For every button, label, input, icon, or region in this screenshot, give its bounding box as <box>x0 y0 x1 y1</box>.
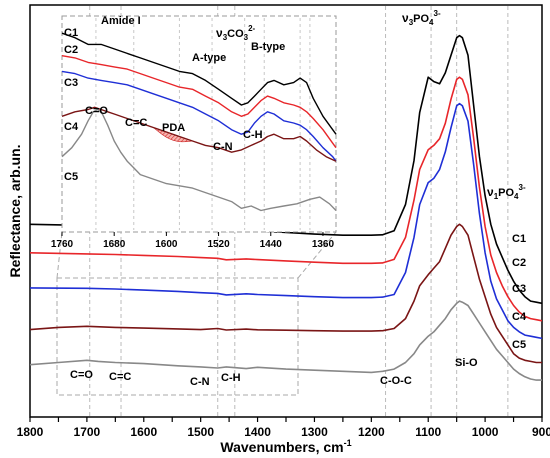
inset-tick-label-1760: 1760 <box>51 239 74 250</box>
inset-c-eq-o-label: C=O <box>85 105 108 117</box>
inset-series-c1 <box>61 32 337 135</box>
main-tick-label-1800: 1800 <box>17 425 44 439</box>
inset-c-h-label: C-H <box>243 129 263 141</box>
main-tick-label-1700: 1700 <box>74 425 101 439</box>
inset-c4-label: C4 <box>64 121 79 133</box>
main-series-c4 <box>29 223 542 364</box>
inset-c1-label: C1 <box>64 27 78 39</box>
inset-c3-label: C3 <box>64 77 78 89</box>
c-o-c-label: C-O-C <box>380 375 412 387</box>
inset-series-c5 <box>61 108 337 212</box>
b-type-label: B-type <box>251 41 285 53</box>
inset-tick-label-1680: 1680 <box>103 239 126 250</box>
x-axis-title: Wavenumbers, cm-1 <box>220 438 351 455</box>
main-c-eq-c-label: C=C <box>109 371 131 383</box>
inset-tick-label-1600: 1600 <box>155 239 178 250</box>
inset-series-c4 <box>61 106 337 162</box>
pda-label: PDA <box>162 122 185 134</box>
main-series-group <box>29 34 543 381</box>
main-series-c5 <box>29 300 542 381</box>
main-c1-label: C1 <box>512 233 526 245</box>
inset-tick-label-1440: 1440 <box>260 239 283 250</box>
main-series-c2 <box>29 76 543 322</box>
main-series-c3 <box>29 102 543 340</box>
main-tick-label-900: 900 <box>532 425 550 439</box>
nu3-co3-label: ν3CO32- <box>216 24 256 42</box>
main-tick-label-1400: 1400 <box>244 425 271 439</box>
inset-x-ticks: 1760 1680 1600 1520 1440 1360 <box>51 232 335 250</box>
main-c2-label: C2 <box>512 257 526 269</box>
main-c-h-label: C-H <box>221 372 241 384</box>
main-tick-label-1100: 1100 <box>415 425 441 439</box>
main-c3-label: C3 <box>512 283 526 295</box>
main-c-eq-o-label: C=O <box>70 369 93 381</box>
zoom-guide-lines <box>56 231 337 396</box>
main-tick-label-1500: 1500 <box>187 425 214 439</box>
inset-tick-label-1520: 1520 <box>207 239 230 250</box>
zoom-region-box <box>56 277 299 396</box>
main-tick-label-1000: 1000 <box>472 425 499 439</box>
inset-series-c2 <box>61 55 337 149</box>
inset-c-eq-c-label: C=C <box>125 117 147 129</box>
main-tick-label-1300: 1300 <box>301 425 328 439</box>
main-c-n-label: C-N <box>190 376 210 388</box>
main-tick-label-1600: 1600 <box>130 425 157 439</box>
inset-c5-label: C5 <box>64 171 78 183</box>
main-c5-label: C5 <box>512 339 526 351</box>
x-axis-title-superscript: -1 <box>344 438 352 448</box>
zoom-guide-right <box>297 231 337 279</box>
inset-c2-label: C2 <box>64 44 78 56</box>
main-c4-label: C4 <box>512 311 527 323</box>
inset-panel: 1760 1680 1600 1520 1440 1360 C1 C2 C3 C4 C5 … <box>51 15 337 250</box>
y-axis-title: Reflectance, arb.un. <box>7 144 23 277</box>
inset-series-c3 <box>61 70 337 162</box>
main-tick-label-1200: 1200 <box>358 425 385 439</box>
nu3-po4-label: ν3PO43- <box>402 9 441 27</box>
inset-series-group <box>61 32 337 212</box>
inset-tick-label-1360: 1360 <box>312 239 335 250</box>
si-o-label: Si-O <box>455 357 478 369</box>
main-x-ticks: 1800 1700 1600 1500 1400 1300 1200 1100 1000 900 <box>17 417 550 439</box>
a-type-label: A-type <box>192 52 226 64</box>
nu1-po4-label: ν1PO43- <box>487 183 526 201</box>
inset-c-n-label: C-N <box>213 141 233 153</box>
amide-i-label: Amide I <box>101 15 141 27</box>
